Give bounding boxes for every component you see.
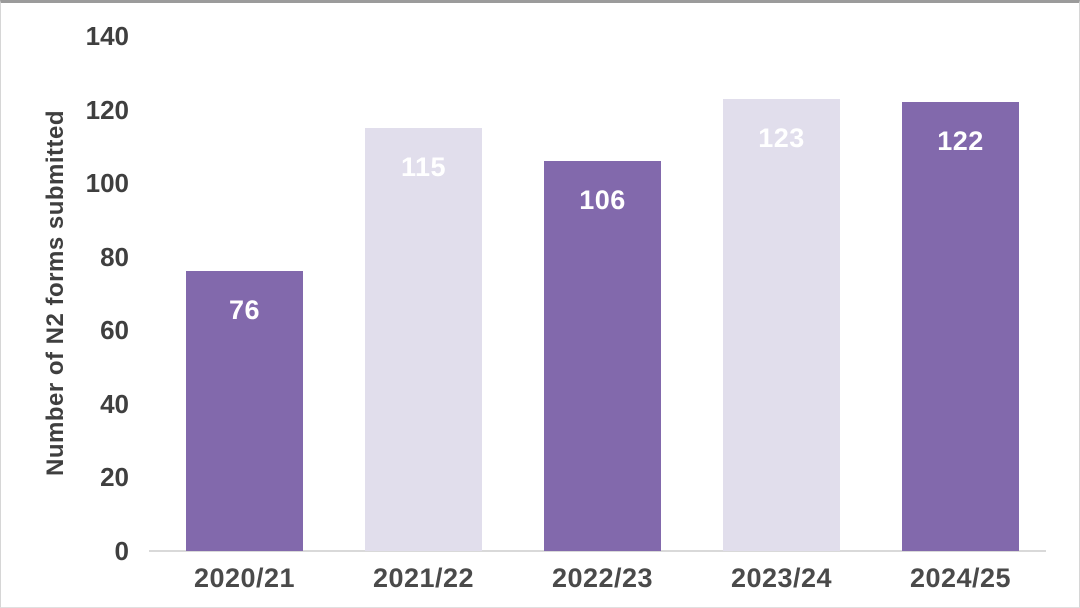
bar-2020-21: 76 [186,271,303,551]
x-category-label: 2023/24 [730,563,833,593]
bar-value-label: 122 [937,126,984,157]
bar-value-label: 106 [579,185,626,216]
y-tick-label: 60 [100,315,129,346]
y-axis-title: Number of N2 forms submitted [42,109,69,477]
x-category-label: 2020/21 [193,563,296,593]
y-tick-label: 80 [100,241,129,272]
bar-2022-23: 106 [544,161,661,551]
x-category-label: 2021/22 [372,563,475,593]
bar-value-label: 76 [228,295,261,326]
bar-value-label: 115 [400,151,447,182]
bar-value-label: 123 [758,122,805,153]
y-tick-label: 20 [100,462,129,493]
bar-2023-24: 123 [723,98,840,551]
y-tick-label: 100 [85,168,129,199]
bar-2021-22: 115 [365,127,482,551]
y-tick-label: 40 [100,388,129,419]
x-category-label: 2022/23 [551,563,654,593]
y-tick-label: 120 [85,94,129,125]
x-category-label: 2024/25 [909,563,1012,593]
x-axis-line [149,550,1046,552]
bar-2024-25: 122 [902,102,1019,551]
y-tick-label: 140 [85,21,129,51]
y-tick-label: 0 [114,536,129,566]
